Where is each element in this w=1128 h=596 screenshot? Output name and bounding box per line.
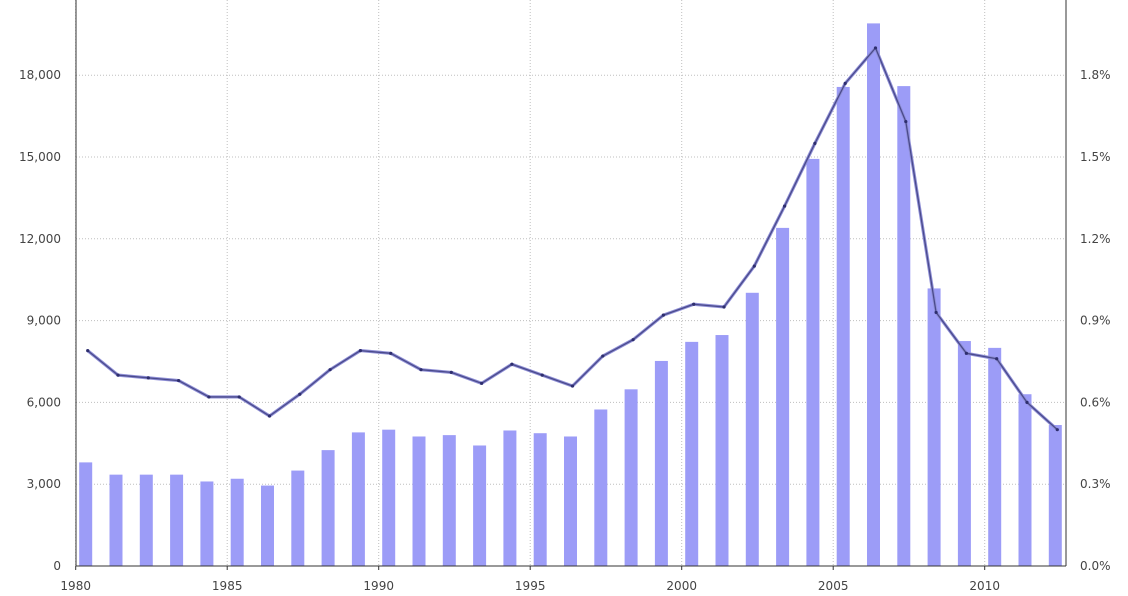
bar <box>170 474 184 566</box>
line-point <box>1055 428 1059 432</box>
y-tick-label-left: 9,000 <box>27 314 61 328</box>
line-series-halo <box>86 46 1059 431</box>
line-point <box>86 348 90 353</box>
line-point <box>904 119 908 124</box>
line-point <box>873 46 878 50</box>
y-tick-label-right: 1.5% <box>1080 150 1111 164</box>
bar <box>927 288 941 566</box>
bar <box>382 429 396 566</box>
axis-layer: 0 3,000 6,000 9,000 12,000 15,000 18,000 0.0% 0.… <box>19 0 1111 593</box>
y-tick-label-left: 3,000 <box>27 477 61 491</box>
y-tick-label-left: 15,000 <box>19 150 61 164</box>
line-point <box>177 378 181 383</box>
bar <box>473 445 487 566</box>
y-tick-label-right: 1.2% <box>1080 232 1111 246</box>
line-point <box>692 302 696 306</box>
line-point <box>328 368 332 372</box>
bar <box>533 433 547 566</box>
bar <box>897 86 911 567</box>
bar <box>806 158 820 566</box>
bar <box>776 227 790 567</box>
bar <box>79 462 93 566</box>
bar <box>412 436 426 566</box>
line-point <box>449 370 453 375</box>
line-point <box>722 305 726 309</box>
x-tick-label: 2010 <box>969 579 1000 591</box>
y-tick-label-left: 0 <box>53 559 61 573</box>
line-point <box>843 81 847 85</box>
y-tick-label-left: 18,000 <box>19 68 61 82</box>
bar <box>139 474 153 566</box>
bar <box>1018 394 1032 566</box>
line-point <box>964 351 969 355</box>
line-layer <box>86 46 1059 432</box>
line-point <box>1025 400 1029 404</box>
line-point <box>540 373 544 377</box>
line-point <box>237 395 241 399</box>
bar <box>564 436 577 566</box>
x-tick-label: 1980 <box>60 579 91 591</box>
line-point <box>661 313 666 317</box>
bar <box>200 481 214 566</box>
x-tick-label: 2000 <box>666 579 697 591</box>
line-point <box>995 357 999 361</box>
x-tick-label: 1995 <box>515 579 546 591</box>
y-tick-label-right: 0.9% <box>1080 314 1111 328</box>
bar <box>715 335 729 566</box>
bar <box>261 485 274 566</box>
bar <box>745 292 759 566</box>
bar <box>321 450 335 566</box>
line-point <box>146 376 150 380</box>
line-point <box>752 264 756 268</box>
bar <box>109 474 123 566</box>
bar <box>988 347 1002 566</box>
bar <box>836 86 850 566</box>
bar <box>654 360 668 566</box>
line-point <box>298 392 302 396</box>
line-point <box>570 384 575 388</box>
line-point <box>783 204 787 208</box>
bar <box>685 341 699 566</box>
bar <box>230 478 244 566</box>
x-tick-label: 1985 <box>212 579 243 591</box>
line-point <box>631 338 635 342</box>
line-point <box>480 381 484 385</box>
y-tick-label-right: 0.0% <box>1080 559 1111 573</box>
bar <box>1048 425 1062 566</box>
line-point <box>116 373 120 377</box>
line-point <box>207 395 211 399</box>
bar-layer <box>79 23 1062 567</box>
line-point <box>267 414 272 418</box>
bar <box>867 23 880 567</box>
bar <box>624 389 638 566</box>
bar <box>503 430 517 566</box>
y-tick-label-right: 0.3% <box>1080 477 1111 491</box>
y-tick-label-right: 0.6% <box>1080 395 1111 409</box>
line-point <box>934 310 938 315</box>
bar <box>957 341 971 566</box>
bar <box>442 435 456 566</box>
y-tick-label-left: 6,000 <box>27 395 61 409</box>
bar <box>291 470 305 566</box>
y-tick-label-right: 1.8% <box>1080 68 1111 82</box>
line-point <box>813 141 817 145</box>
line-point <box>389 351 393 355</box>
line-point <box>358 348 362 353</box>
x-tick-label: 2005 <box>818 579 849 591</box>
bar <box>594 409 608 566</box>
line-point <box>419 368 423 372</box>
bar <box>351 432 365 566</box>
y-tick-label-left: 12,000 <box>19 232 61 246</box>
line-point <box>601 354 605 358</box>
x-tick-label: 1990 <box>363 579 394 591</box>
line-series <box>87 47 1058 431</box>
line-point <box>510 362 514 366</box>
